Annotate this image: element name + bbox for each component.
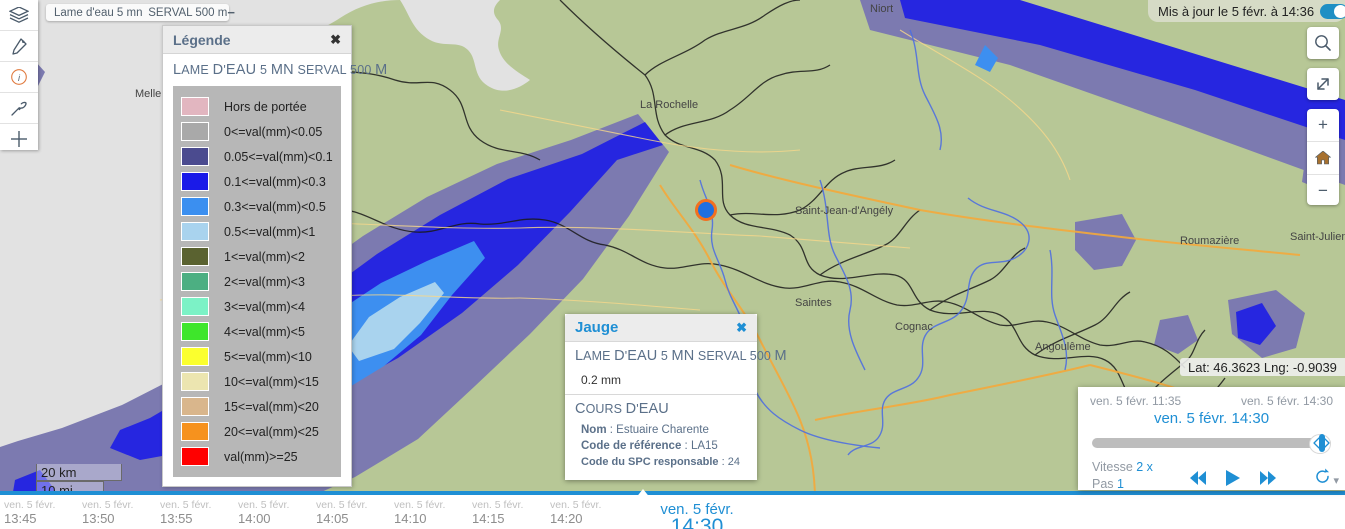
- svg-text:Angoulême: Angoulême: [1035, 341, 1091, 353]
- svg-text:i: i: [18, 73, 21, 83]
- svg-text:La Rochelle: La Rochelle: [640, 99, 698, 111]
- svg-text:Melle: Melle: [135, 88, 161, 100]
- svg-text:Saint-Jean-d'Angély: Saint-Jean-d'Angély: [795, 205, 894, 217]
- svg-text:Roumazière: Roumazière: [1180, 235, 1239, 247]
- svg-text:Cognac: Cognac: [895, 321, 933, 333]
- svg-text:Saintes: Saintes: [795, 297, 832, 309]
- svg-text:Saint-Julien: Saint-Julien: [1290, 231, 1345, 243]
- svg-text:Niort: Niort: [870, 3, 893, 15]
